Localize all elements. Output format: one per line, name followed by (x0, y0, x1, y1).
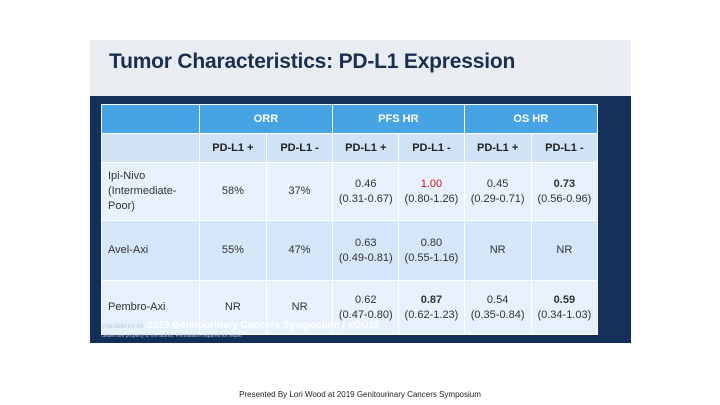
hr-ci: (0.80-1.26) (404, 192, 459, 205)
title-band: Tumor Characteristics: PD-L1 Expression (90, 40, 631, 96)
cell-os-neg: 0.73 (0.56-0.96) (530, 162, 599, 221)
footer-separator: | (342, 320, 346, 331)
presenter-caption: Presented By Lori Wood at 2019 Genitouri… (239, 390, 481, 399)
hr-ci: (0.35-0.84) (470, 308, 525, 321)
hr-ci: (0.34-1.03) (537, 308, 592, 321)
hr-ci: (0.29-0.71) (470, 192, 525, 205)
hr-value: 0.80 (420, 236, 443, 249)
hr-ci: (0.55-1.16) (404, 251, 459, 264)
cell-os-pos: 0.54 (0.35-0.84) (463, 280, 532, 335)
cell-pfs-neg: 0.87 (0.62-1.23) (398, 280, 465, 335)
cell-os-neg: 0.59 (0.34-1.03) (530, 280, 599, 335)
row-label: Ipi-Nivo (Intermediate-Poor) (101, 162, 200, 221)
hr-value: 0.62 (355, 293, 377, 306)
cell-orr-pos: 58% (198, 162, 267, 221)
slide: Tumor Characteristics: PD-L1 Expression … (90, 40, 631, 343)
cell-orr-pos: 55% (198, 220, 267, 281)
cell-pfs-neg: 0.80 (0.55-1.16) (398, 220, 465, 281)
subheader-orr-pos: PD-L1 + (198, 133, 267, 163)
symposium-name: 2019 Genitourinary Cancers Symposium (147, 320, 340, 331)
table-row: Pembro-Axi NR NR 0.62 (0.47-0.80) 0.87 (… (101, 280, 599, 335)
subheader-pfs-pos: PD-L1 + (332, 133, 400, 163)
slide-footer: PRESENTED AT: 2019 Genitourinary Cancers… (102, 320, 380, 331)
footer-disclaimer: Slides are property of the author. Permi… (102, 333, 243, 339)
row-label: Pembro-Axi (101, 280, 200, 335)
hr-value: 0.54 (486, 293, 509, 306)
row-label: Avel-Axi (101, 220, 200, 281)
hr-ci: (0.49-0.81) (338, 251, 393, 264)
pd-l1-table: ORR PFS HR OS HR PD-L1 + PD-L1 - PD-L1 +… (101, 104, 599, 335)
table-subheader-row: PD-L1 + PD-L1 - PD-L1 + PD-L1 - PD-L1 + … (101, 133, 599, 163)
hr-value: 0.73 (553, 177, 576, 190)
hr-value: 0.63 (355, 236, 377, 249)
subheader-pfs-neg: PD-L1 - (398, 133, 465, 163)
subheader-os-pos: PD-L1 + (463, 133, 532, 163)
hr-value: 0.87 (420, 293, 443, 306)
cell-os-pos: 0.45 (0.29-0.71) (463, 162, 532, 221)
cell-orr-neg: NR (265, 280, 334, 335)
table-group-header-row: ORR PFS HR OS HR (101, 104, 599, 134)
row-label-line: Ipi-Nivo (108, 170, 146, 182)
table-row: Avel-Axi 55% 47% 0.63 (0.49-0.81) 0.80 (… (101, 220, 599, 281)
hashtag: #GU19 (347, 320, 380, 331)
subheader-os-neg: PD-L1 - (530, 133, 599, 163)
hr-value: 0.45 (486, 177, 509, 190)
subheader-orr-neg: PD-L1 - (265, 133, 334, 163)
hr-value: 0.59 (553, 293, 576, 306)
table-corner-cell (101, 104, 200, 134)
hr-value: 0.46 (355, 177, 377, 190)
hr-value: 1.00 (420, 177, 443, 190)
table-row: Ipi-Nivo (Intermediate-Poor) 58% 37% 0.4… (101, 162, 599, 221)
hr-ci: (0.56-0.96) (537, 192, 592, 205)
cell-pfs-neg: 1.00 (0.80-1.26) (398, 162, 465, 221)
cell-os-neg: NR (530, 220, 599, 281)
cell-pfs-pos: 0.62 (0.47-0.80) (332, 280, 400, 335)
cell-orr-neg: 47% (265, 220, 334, 281)
hr-ci: (0.31-0.67) (338, 192, 393, 205)
slide-title: Tumor Characteristics: PD-L1 Expression (109, 50, 516, 73)
cell-pfs-pos: 0.46 (0.31-0.67) (332, 162, 400, 221)
group-header-orr: ORR (198, 104, 334, 134)
group-header-pfs-hr: PFS HR (332, 104, 465, 134)
row-label-line: (Intermediate-Poor) (108, 185, 177, 212)
cell-os-pos: NR (463, 220, 532, 281)
cell-orr-neg: 37% (265, 162, 334, 221)
group-header-os-hr: OS HR (463, 104, 599, 134)
hr-ci: (0.47-0.80) (338, 308, 393, 321)
table-corner-cell (101, 133, 200, 163)
cell-pfs-pos: 0.63 (0.49-0.81) (332, 220, 400, 281)
presented-at-label: PRESENTED AT: (102, 324, 145, 330)
hr-ci: (0.62-1.23) (404, 308, 459, 321)
